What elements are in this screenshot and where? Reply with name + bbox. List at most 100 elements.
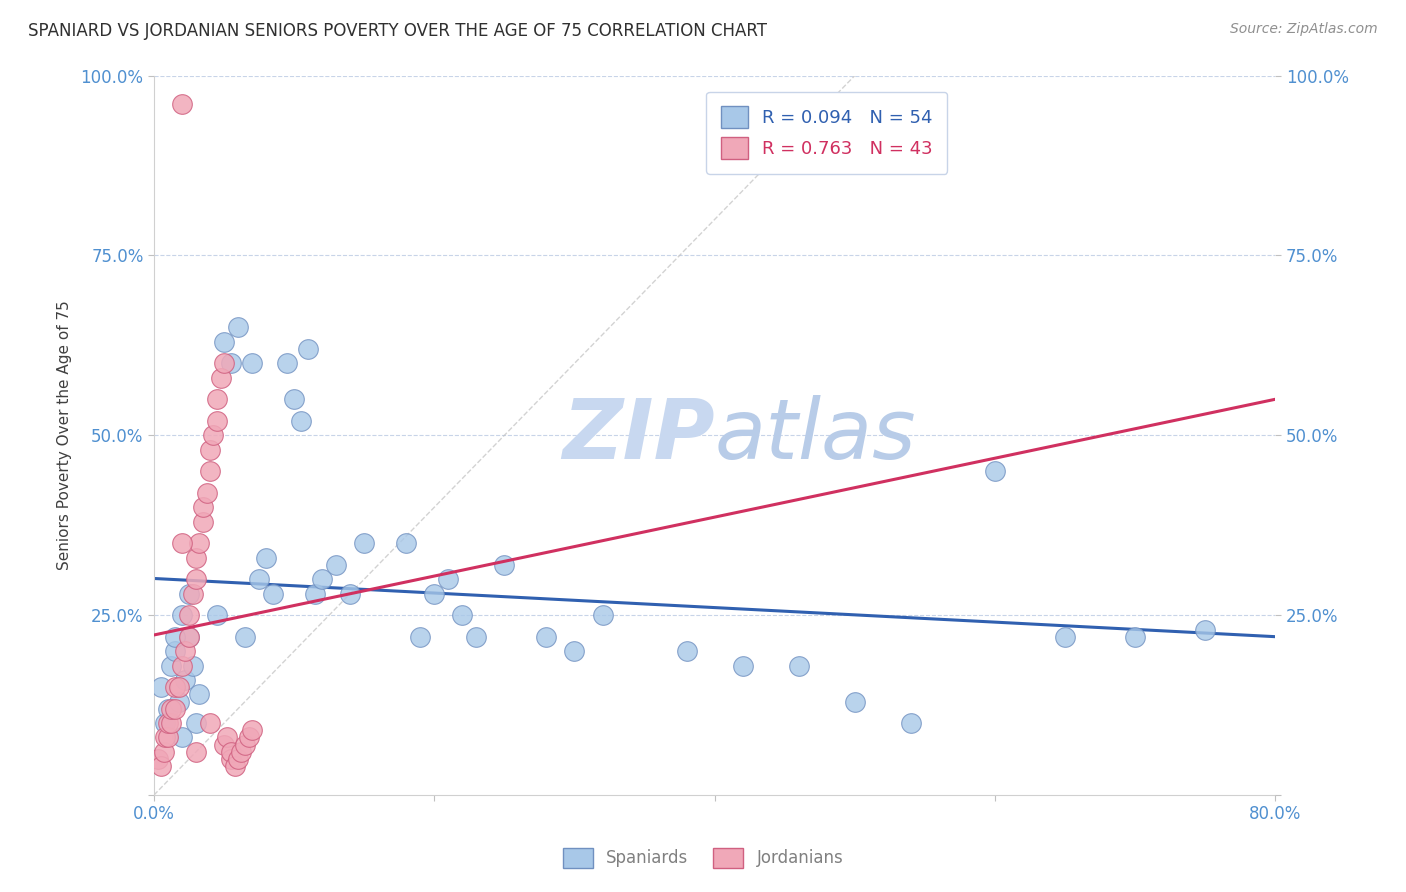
Point [675, 644, 697, 658]
Point [409, 630, 432, 644]
Point [205, 608, 228, 623]
Y-axis label: Seniors Poverty Over the Age of 75: Seniors Poverty Over the Age of 75 [58, 301, 72, 570]
Point [212, 334, 235, 349]
Point [844, 694, 866, 708]
Point [159, 702, 181, 716]
Point [276, 356, 298, 370]
Point [184, 745, 207, 759]
Point [173, 673, 195, 687]
Point [229, 745, 252, 759]
Point [254, 550, 277, 565]
Point [177, 630, 200, 644]
Point [163, 702, 186, 716]
Point [187, 536, 209, 550]
Point [353, 536, 375, 550]
Point [238, 731, 260, 745]
Point [290, 414, 312, 428]
Point [156, 702, 179, 716]
Point [1054, 630, 1077, 644]
Point [226, 320, 249, 334]
Point [191, 500, 214, 515]
Point [215, 731, 238, 745]
Point [536, 630, 558, 644]
Point [177, 608, 200, 623]
Point [233, 630, 256, 644]
Point [205, 414, 228, 428]
Point [146, 752, 169, 766]
Point [240, 356, 263, 370]
Point [465, 630, 488, 644]
Point [152, 745, 174, 759]
Point [177, 586, 200, 600]
Point [297, 342, 319, 356]
Point [181, 658, 204, 673]
Point [212, 356, 235, 370]
Point [184, 572, 207, 586]
Point [209, 370, 232, 384]
Point [153, 731, 176, 745]
Point [170, 536, 193, 550]
Point [304, 586, 326, 600]
Point [494, 558, 516, 572]
Point [156, 731, 179, 745]
Point [149, 680, 172, 694]
Point [181, 586, 204, 600]
Point [339, 586, 361, 600]
Point [184, 550, 207, 565]
Point [153, 716, 176, 731]
Text: ZIP: ZIP [562, 395, 714, 475]
Text: atlas: atlas [714, 395, 917, 475]
Point [451, 608, 474, 623]
Point [240, 723, 263, 738]
Point [163, 630, 186, 644]
Point [437, 572, 460, 586]
Point [247, 572, 270, 586]
Legend: Spaniards, Jordanians: Spaniards, Jordanians [555, 841, 851, 875]
Point [167, 680, 190, 694]
Point [1194, 623, 1216, 637]
Point [900, 716, 922, 731]
Point [195, 486, 218, 500]
Point [219, 356, 242, 370]
Point [198, 464, 221, 478]
Point [173, 644, 195, 658]
Point [159, 658, 181, 673]
Point [395, 536, 418, 550]
Point [205, 392, 228, 407]
Point [191, 515, 214, 529]
Point [163, 644, 186, 658]
Point [170, 608, 193, 623]
Point [170, 97, 193, 112]
Point [311, 572, 333, 586]
Point [156, 716, 179, 731]
Point [177, 630, 200, 644]
Point [201, 428, 224, 442]
Point [159, 716, 181, 731]
Point [423, 586, 446, 600]
Point [167, 694, 190, 708]
Legend: R = 0.094   N = 54, R = 0.763   N = 43: R = 0.094 N = 54, R = 0.763 N = 43 [706, 92, 948, 174]
Text: Source: ZipAtlas.com: Source: ZipAtlas.com [1230, 22, 1378, 37]
Point [564, 644, 586, 658]
Point [198, 716, 221, 731]
Point [187, 687, 209, 701]
Point [787, 658, 810, 673]
Point [262, 586, 284, 600]
Point [219, 752, 242, 766]
Point [224, 759, 246, 773]
Point [212, 738, 235, 752]
Point [283, 392, 305, 407]
Point [731, 658, 754, 673]
Point [233, 738, 256, 752]
Point [170, 731, 193, 745]
Point [226, 752, 249, 766]
Point [1123, 630, 1146, 644]
Point [325, 558, 347, 572]
Point [163, 680, 186, 694]
Point [149, 759, 172, 773]
Point [198, 442, 221, 457]
Point [984, 464, 1007, 478]
Point [184, 716, 207, 731]
Point [219, 745, 242, 759]
Point [592, 608, 614, 623]
